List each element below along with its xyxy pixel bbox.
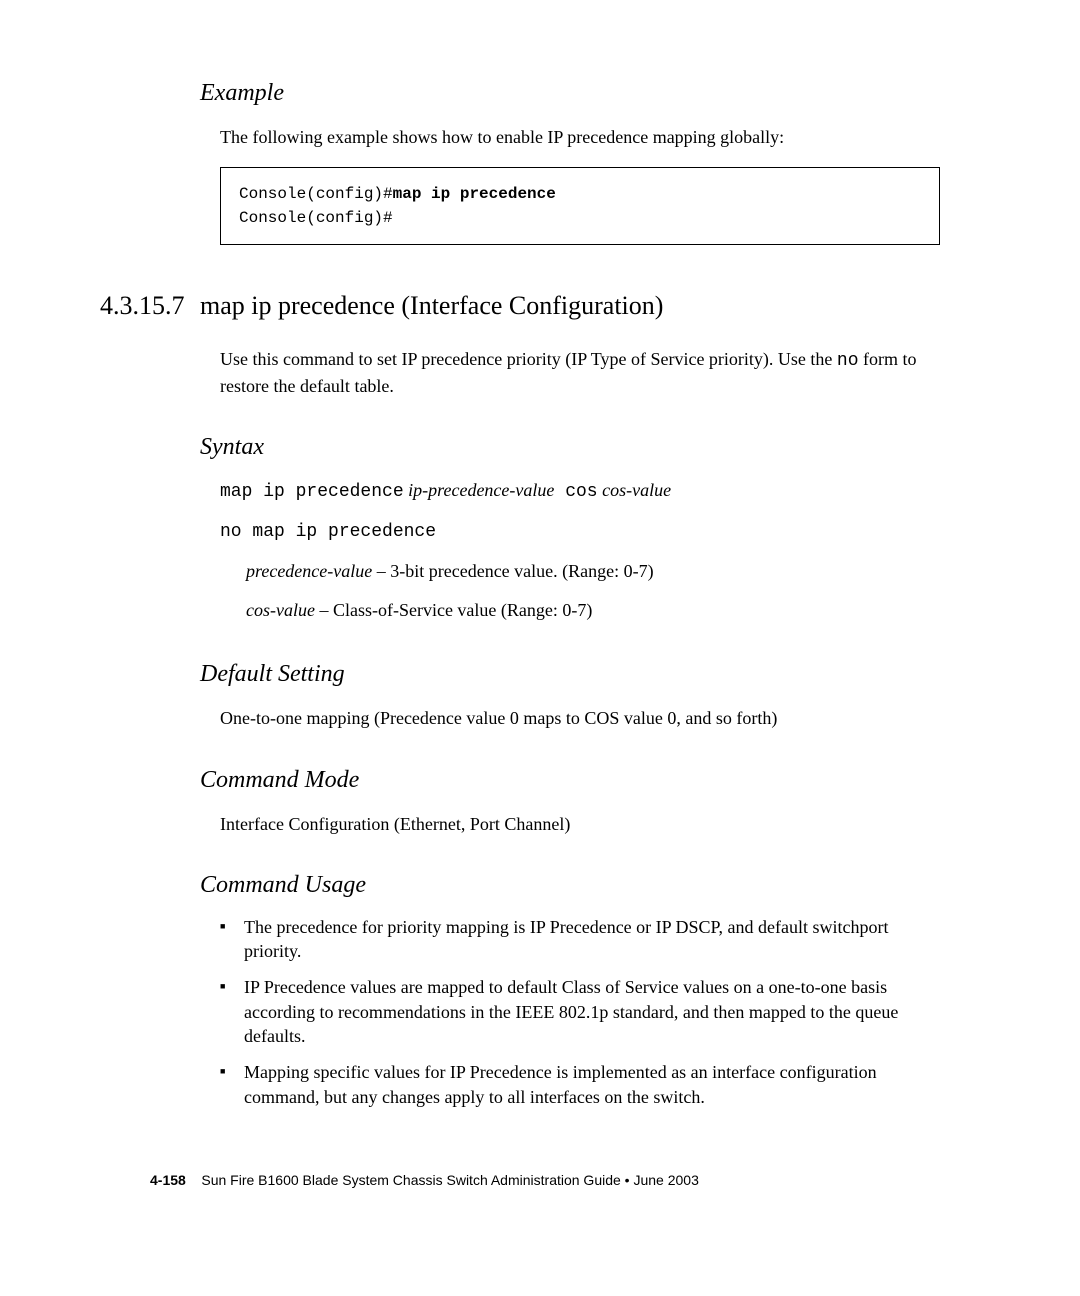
section-intro: Use this command to set IP precedence pr… — [220, 347, 940, 398]
section-intro-mono: no — [837, 351, 859, 371]
syntax-param2: cos-value – Class-of-Service value (Rang… — [246, 595, 960, 626]
default-setting-text: One-to-one mapping (Precedence value 0 m… — [220, 706, 940, 730]
section-intro-part1: Use this command to set IP precedence pr… — [220, 349, 837, 369]
syntax-l1-italic1: ip-precedence-value — [404, 480, 555, 500]
example-heading: Example — [200, 80, 960, 107]
syntax-l1-mono1: map ip precedence — [220, 482, 404, 502]
command-mode-heading: Command Mode — [200, 767, 960, 794]
syntax-p2-text: – Class-of-Service value (Range: 0-7) — [315, 600, 592, 620]
section-heading-row: 4.3.15.7 map ip precedence (Interface Co… — [100, 291, 960, 321]
code-line1-bold: map ip precedence — [393, 185, 556, 203]
list-item: The precedence for priority mapping is I… — [220, 915, 940, 964]
command-usage-list: The precedence for priority mapping is I… — [220, 915, 940, 1109]
syntax-param1: precedence-value – 3-bit precedence valu… — [246, 556, 960, 587]
footer-text: Sun Fire B1600 Blade System Chassis Swit… — [201, 1172, 699, 1188]
command-mode-text: Interface Configuration (Ethernet, Port … — [220, 812, 940, 836]
syntax-line1: map ip precedence ip-precedence-value co… — [220, 475, 960, 508]
code-line1-prefix: Console(config)# — [239, 185, 393, 203]
code-example-box: Console(config)#map ip precedence Consol… — [220, 167, 940, 245]
syntax-p1-italic: precedence-value — [246, 561, 372, 581]
syntax-p1-text: – 3-bit precedence value. (Range: 0-7) — [372, 561, 653, 581]
default-setting-heading: Default Setting — [200, 661, 960, 688]
syntax-block: map ip precedence ip-precedence-value co… — [220, 475, 960, 625]
section-number: 4.3.15.7 — [100, 291, 200, 321]
code-line2: Console(config)# — [239, 209, 393, 227]
syntax-l1-italic2: cos-value — [598, 480, 671, 500]
footer-page-number: 4-158 — [150, 1172, 186, 1188]
list-item: IP Precedence values are mapped to defau… — [220, 975, 940, 1048]
section-title: map ip precedence (Interface Configurati… — [200, 291, 663, 321]
example-intro: The following example shows how to enabl… — [220, 125, 940, 149]
syntax-l1-mono2: cos — [554, 482, 597, 502]
syntax-p2-italic: cos-value — [246, 600, 315, 620]
command-usage-heading: Command Usage — [200, 872, 960, 899]
list-item: Mapping specific values for IP Precedenc… — [220, 1060, 940, 1109]
syntax-heading: Syntax — [200, 434, 960, 461]
syntax-l2-mono: no map ip precedence — [220, 522, 436, 542]
syntax-line2: no map ip precedence — [220, 515, 960, 548]
page-footer: 4-158 Sun Fire B1600 Blade System Chassi… — [150, 1172, 699, 1188]
